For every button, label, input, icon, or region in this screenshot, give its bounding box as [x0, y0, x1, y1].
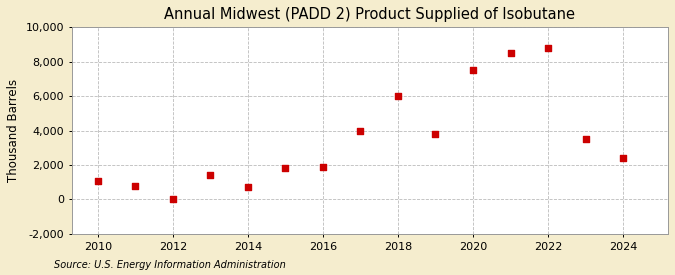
Title: Annual Midwest (PADD 2) Product Supplied of Isobutane: Annual Midwest (PADD 2) Product Supplied… — [164, 7, 575, 22]
Point — [468, 68, 479, 73]
Point — [205, 173, 216, 178]
Point — [317, 164, 328, 169]
Point — [543, 46, 554, 50]
Point — [618, 156, 628, 160]
Point — [280, 166, 291, 171]
Point — [355, 128, 366, 133]
Text: Source: U.S. Energy Information Administration: Source: U.S. Energy Information Administ… — [54, 260, 286, 270]
Point — [580, 137, 591, 141]
Point — [130, 183, 141, 188]
Point — [167, 197, 178, 202]
Point — [242, 185, 253, 190]
Y-axis label: Thousand Barrels: Thousand Barrels — [7, 79, 20, 182]
Point — [505, 51, 516, 55]
Point — [393, 94, 404, 98]
Point — [430, 132, 441, 136]
Point — [92, 178, 103, 183]
